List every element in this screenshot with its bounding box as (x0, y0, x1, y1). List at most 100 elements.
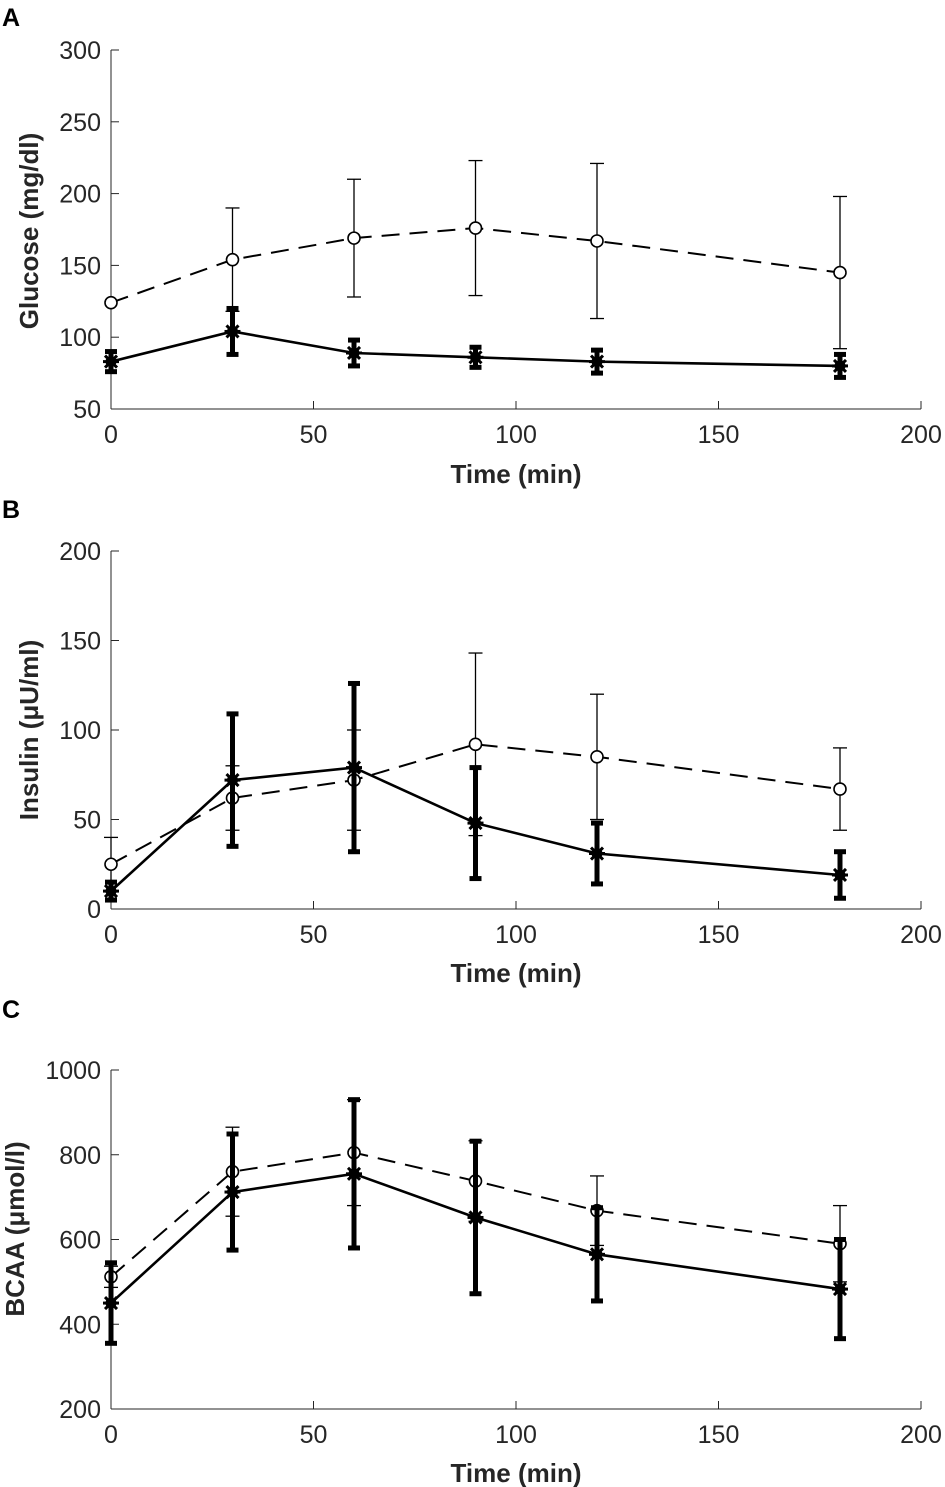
panel-b-data-point (589, 845, 605, 862)
panel-b-data-point (103, 883, 119, 900)
panel-c-data-point (832, 1281, 848, 1298)
marker-stroke-d2 (225, 1184, 240, 1200)
panel-c-y-axis-label: BCAA (μmol/l) (0, 1141, 30, 1316)
panel-a-y-tick-label: 50 (73, 396, 101, 424)
panel-b-x-tick-label: 0 (104, 921, 118, 949)
panel-a-letter: A (2, 4, 20, 32)
panel-c-x-tick-label: 100 (495, 1421, 537, 1449)
panel-c-y-tick-label: 600 (59, 1227, 101, 1255)
marker-stroke-d2 (103, 884, 119, 899)
panel-a-series-solid-filled (103, 305, 848, 380)
panel-c-data-point (467, 1209, 484, 1226)
panel-a-y-tick-label: 100 (59, 324, 101, 352)
panel-c-x-axis-label: Time (min) (451, 1458, 582, 1487)
marker-stroke-d2 (468, 350, 483, 365)
marker-stroke-d2 (589, 846, 605, 861)
panel-c-data-point (589, 1246, 605, 1263)
panel-a-x-tick-label: 0 (104, 421, 118, 449)
panel-c-series-line-dashed-open-circle (110, 1151, 841, 1278)
panel-b-series-solid-filled (103, 680, 848, 903)
marker-stroke-d2 (468, 1210, 483, 1225)
panel-a-plot-area (103, 159, 848, 380)
panel-b-data-point (468, 737, 483, 752)
panel-b-plot-area (103, 652, 848, 903)
panel-b-axes: 0 50 100 150 200 0 50 100 150 200 (59, 538, 942, 949)
panel-c-letter: C (2, 996, 20, 1024)
panel-a-x-tick-label: 200 (900, 421, 942, 449)
panel-c-data-point (103, 1295, 119, 1312)
panel-b-series-line-solid-filled (110, 766, 841, 893)
panel-c-plot-area (103, 1097, 848, 1346)
panel-b-data-point (224, 772, 241, 789)
panel-b-x-tick-label: 100 (495, 921, 537, 949)
panel-b-data-point (467, 815, 484, 832)
panel-c-y-tick-label: 200 (59, 1396, 101, 1424)
panel-b-letter: B (2, 496, 20, 524)
marker-stroke-d2 (103, 354, 119, 369)
panel-b-y-tick-label: 100 (59, 717, 101, 745)
panel-c-x-tick-label: 150 (698, 1421, 740, 1449)
marker-stroke-d2 (832, 867, 848, 883)
panel-b-series-line-dashed-open-circle (110, 743, 841, 866)
panel-b-y-tick-label: 0 (87, 896, 101, 924)
marker-stroke-d2 (225, 773, 240, 788)
marker-stroke-d2 (832, 358, 848, 373)
panel-a-series-dashed-open-circle (104, 159, 847, 350)
panel-a-y-axis-label: Glucose (mg/dl) (14, 133, 44, 329)
panel-b-x-tick-label: 200 (900, 921, 942, 949)
panel-b-data-point (346, 759, 362, 776)
panel-a-series-line-dashed-open-circle (110, 227, 841, 304)
marker-stroke-d2 (832, 1282, 848, 1297)
panel-a-data-point (224, 323, 241, 340)
marker-stroke-d2 (225, 324, 240, 339)
panel-c-y-tick-label: 400 (59, 1311, 101, 1339)
panel-c: C 0 50 100 150 200 200 400 600 800 1000 Time (min… (0, 996, 942, 1487)
panel-c-data-point (224, 1184, 241, 1201)
marker-stroke-d2 (346, 345, 362, 361)
panel-b-data-point (833, 782, 847, 796)
panel-c-x-tick-label: 50 (300, 1421, 328, 1449)
panel-a-data-point (347, 231, 361, 245)
panel-a-x-tick-label: 150 (698, 421, 740, 449)
panel-b-data-point (832, 866, 848, 883)
panel-b-x-tick-label: 50 (300, 921, 328, 949)
marker-stroke-d2 (346, 760, 362, 775)
marker-stroke-d2 (589, 354, 605, 369)
panel-c-series-line-solid-filled (110, 1172, 841, 1305)
panel-a-data-point (590, 234, 604, 248)
panel-b-y-axis-label: Insulin (μU/ml) (14, 640, 44, 821)
panel-b-y-tick-label: 200 (59, 538, 101, 566)
panel-b-x-axis-label: Time (min) (451, 958, 582, 988)
panel-b-data-point (104, 857, 118, 872)
panel-c-x-tick-label: 200 (900, 1421, 942, 1449)
panel-c-y-tick-label: 1000 (45, 1057, 101, 1085)
panel-c-series-solid-filled (103, 1097, 848, 1346)
panel-b-data-point (590, 750, 604, 764)
panel-a-data-point (467, 349, 484, 366)
panel-a-data-point (832, 357, 848, 374)
panel-a-y-tick-label: 150 (59, 252, 101, 280)
panel-c-x-tick-label: 0 (104, 1421, 118, 1449)
panel-a-x-axis-label: Time (min) (451, 459, 582, 489)
marker-stroke-d2 (589, 1247, 605, 1262)
panel-a-y-tick-label: 300 (59, 37, 101, 65)
panel-a-data-point (103, 353, 119, 370)
panel-a-x-tick-label: 100 (495, 421, 537, 449)
panel-c-y-tick-label: 800 (59, 1142, 101, 1170)
panel-a-data-point (833, 265, 847, 280)
panel-a-series-line-solid-filled (110, 330, 841, 368)
panel-a-data-point (104, 295, 118, 310)
marker-stroke-d2 (103, 1296, 119, 1311)
marker-stroke-d2 (468, 816, 483, 831)
panel-a-y-tick-label: 250 (59, 109, 101, 137)
panel-a-x-tick-label: 50 (300, 421, 328, 449)
panel-a-data-point (346, 344, 362, 361)
panel-a-data-point (225, 252, 240, 267)
panel-b: B 0 50 100 150 200 0 50 100 150 200 Time (min) In… (2, 496, 942, 988)
panel-b-x-tick-label: 150 (698, 921, 740, 949)
panel-a-y-tick-label: 200 (59, 181, 101, 209)
marker-stroke-d2 (346, 1166, 362, 1181)
panel-b-y-tick-label: 50 (73, 807, 101, 835)
